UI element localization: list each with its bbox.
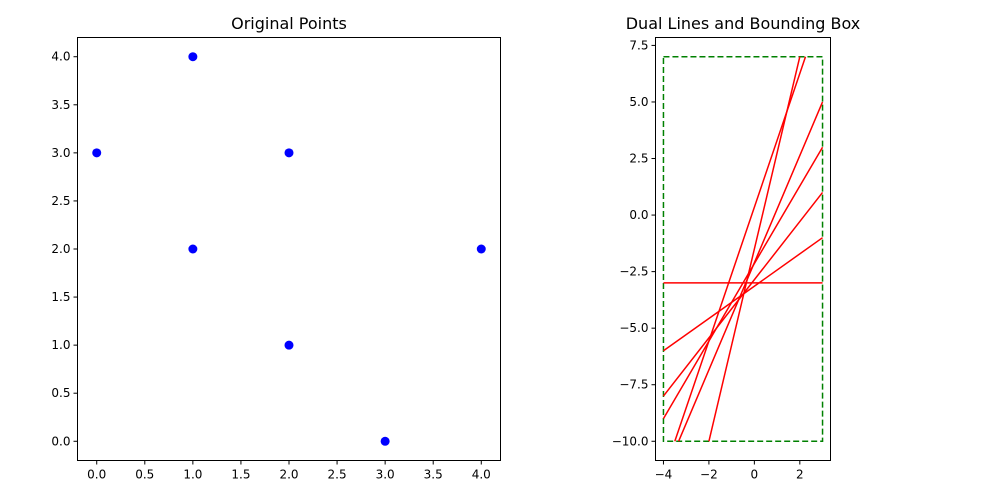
data-point: [188, 244, 198, 254]
axis-ticks: −4 −2 0 2 −10.0 −7.5 −5.0 −2.5 0.0 2.5 5.0 7.5: [612, 38, 804, 481]
y-tick-label: −5.0: [619, 321, 648, 335]
y-tick-label: −2.5: [619, 265, 648, 279]
dual-line: [674, 56, 807, 442]
data-point: [92, 148, 102, 158]
y-tick-label: 2.5: [51, 194, 70, 208]
dual-line: [677, 101, 824, 442]
dual-line: [662, 146, 824, 420]
y-tick-label: 5.0: [629, 95, 648, 109]
data-point: [380, 436, 390, 446]
dual-line: [708, 56, 801, 442]
y-tick-label: 4.0: [51, 50, 70, 64]
axes-frame: [77, 37, 501, 461]
dual-line: [663, 237, 823, 352]
y-tick-label: 7.5: [629, 38, 648, 52]
y-tick-label: −7.5: [619, 378, 648, 392]
x-tick-label: 2: [796, 468, 804, 482]
data-point: [284, 148, 294, 158]
x-tick-label: 2.0: [279, 468, 298, 482]
axis-ticks: 0.0 0.5 1.0 1.5 2.0 2.5 3.0 3.5 4.0 0.0 0.5 1.0 1.5 2…: [51, 50, 490, 482]
x-tick-label: −2: [700, 468, 718, 482]
dual-lines-chart: Dual Lines and Bounding Box −4 −2 0 2−10.0−…: [612, 14, 861, 482]
chart-title: Dual Lines and Bounding Box: [626, 14, 861, 33]
x-tick-label: 4.0: [472, 468, 491, 482]
y-tick-label: 2.5: [629, 152, 648, 166]
chart-title: Original Points: [231, 14, 347, 33]
data-point: [188, 52, 198, 62]
x-tick-label: 3.5: [424, 468, 443, 482]
data-point: [476, 244, 486, 254]
bounding-box: [662, 55, 824, 443]
x-tick-label: 3.0: [376, 468, 395, 482]
y-tick-label: 0.0: [51, 434, 70, 448]
axes-frame: [655, 37, 831, 461]
x-tick-label: 0.5: [135, 468, 154, 482]
data-point: [284, 340, 294, 350]
x-tick-label: 1.0: [183, 468, 202, 482]
y-tick-label: 2.0: [51, 242, 70, 256]
x-tick-label: 1.5: [231, 468, 250, 482]
y-tick-label: 3.0: [51, 146, 70, 160]
plot-area: [662, 55, 824, 443]
y-tick-label: 3.5: [51, 98, 70, 112]
x-tick-label: 2.5: [328, 468, 347, 482]
x-tick-label: 0: [751, 468, 759, 482]
plot-area: [92, 52, 486, 446]
y-tick-label: 1.5: [51, 290, 70, 304]
x-tick-label: −4: [655, 468, 673, 482]
y-tick-label: 0.0: [629, 208, 648, 222]
original-points-chart: Original Points 0.0 0.5 1.0 1.5 2.0 2.5 3.0 3.5…: [51, 14, 501, 482]
y-tick-label: 0.5: [51, 386, 70, 400]
y-tick-label: −10.0: [612, 434, 649, 448]
x-tick-label: 0.0: [87, 468, 106, 482]
y-tick-label: 1.0: [51, 338, 70, 352]
